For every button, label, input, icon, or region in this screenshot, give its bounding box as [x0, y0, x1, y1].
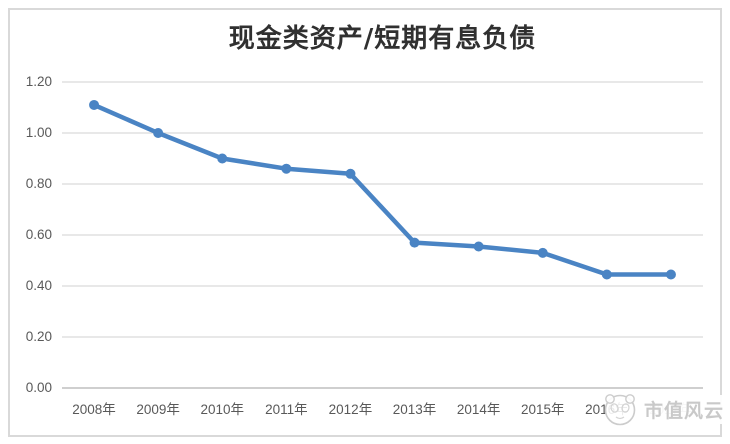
watermark: 市值风云 — [602, 388, 727, 430]
data-point — [281, 163, 292, 174]
x-axis-tick-label: 2013年 — [392, 402, 437, 417]
y-axis-tick-label: 0.00 — [25, 380, 52, 395]
x-axis-tick-label: 2009年 — [136, 402, 180, 417]
data-point — [89, 99, 100, 110]
x-axis-tick-label: 2015年 — [520, 402, 565, 417]
data-point — [665, 269, 676, 280]
data-point — [153, 128, 164, 138]
data-point — [537, 247, 548, 258]
x-axis-tick-label: 2010年 — [200, 402, 245, 417]
data-point — [345, 168, 356, 179]
watermark-text: 市值风云 — [642, 394, 727, 424]
x-axis-tick-label: 2014年 — [456, 402, 501, 417]
data-point — [601, 269, 612, 280]
y-axis-tick-label: 0.80 — [25, 176, 52, 191]
x-axis-tick-label: 2011年 — [265, 402, 308, 417]
data-point — [217, 153, 228, 164]
x-axis-tick-label: 2012年 — [328, 402, 373, 417]
chart-title: 现金类资产/短期有息负债 — [228, 24, 537, 54]
y-axis-tick-label: 1.00 — [25, 125, 52, 140]
watermark-panda-logo-icon — [604, 394, 636, 426]
data-point — [473, 241, 484, 252]
series-line — [91, 102, 674, 277]
y-axis-tick-label: 0.20 — [25, 329, 52, 344]
x-axis-tick-label: 2008年 — [72, 402, 116, 417]
y-axis-tick-label: 0.60 — [25, 227, 52, 242]
y-axis-tick-label: 0.40 — [25, 278, 52, 293]
chart-frame — [8, 8, 722, 437]
data-point — [409, 237, 420, 248]
y-axis-tick-label: 1.20 — [25, 74, 52, 89]
